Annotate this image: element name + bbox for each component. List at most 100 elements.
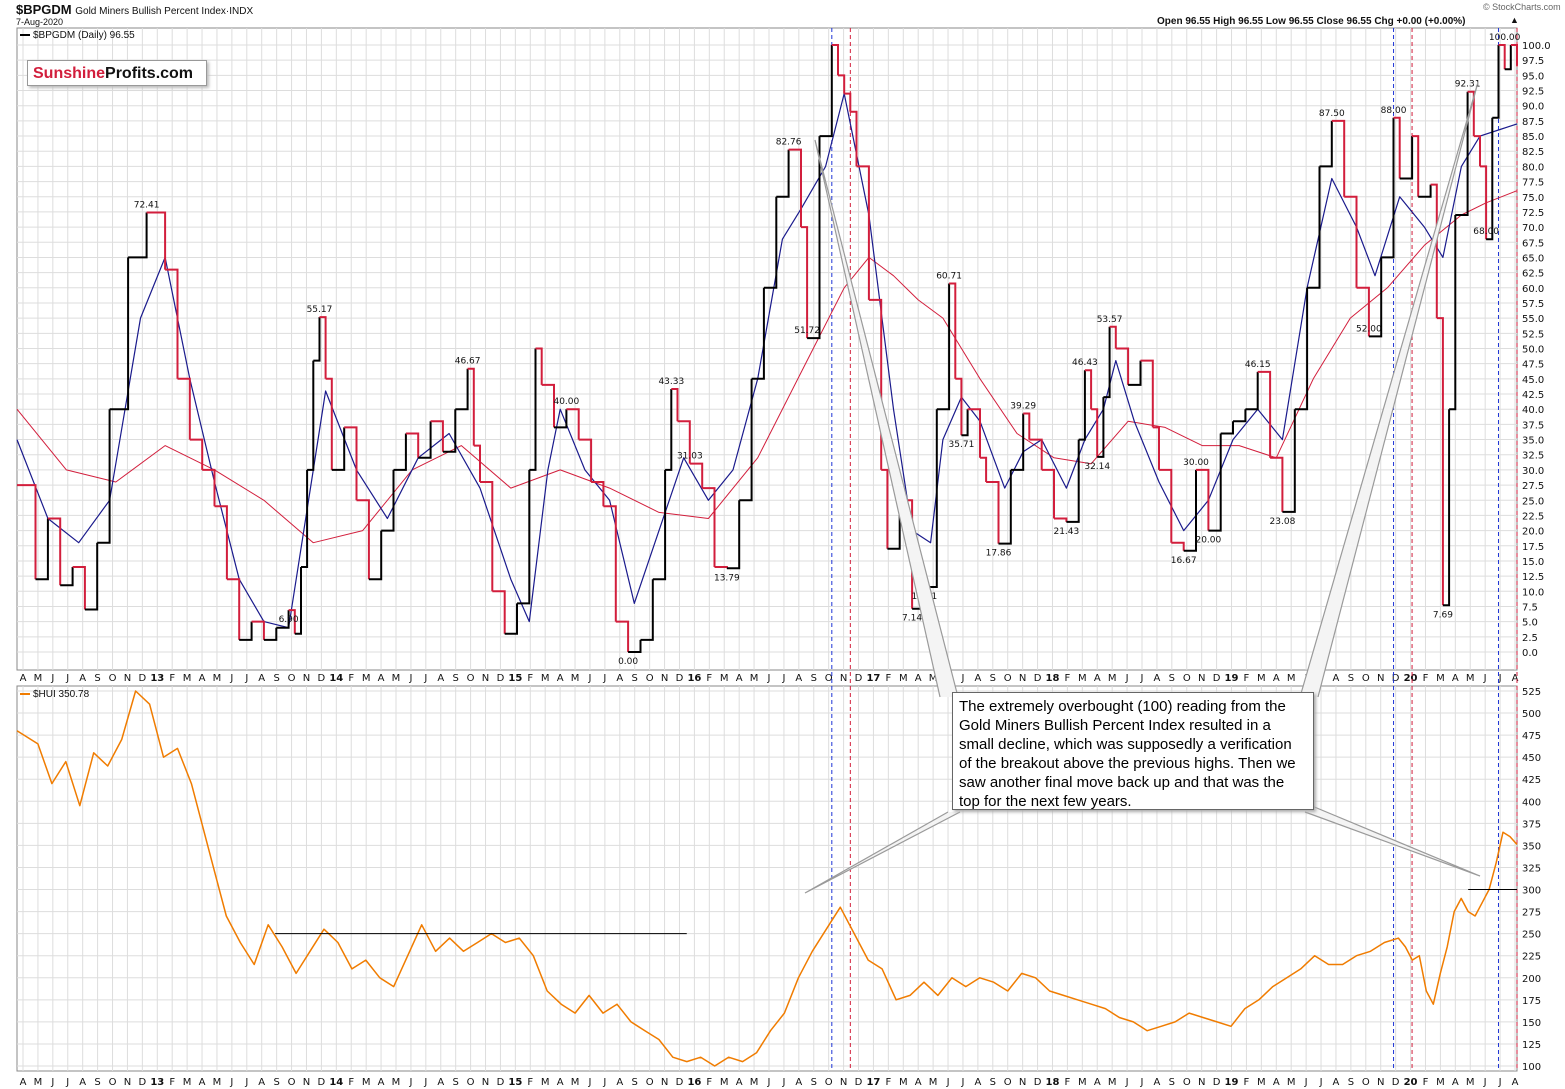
watermark: © StockCharts.com xyxy=(1483,2,1561,12)
bpgdm-segment xyxy=(1029,438,1043,470)
x-tick-label-lower: 19 xyxy=(1225,1077,1239,1088)
value-annotation: 23.08 xyxy=(1270,517,1296,527)
legend-swatch-icon xyxy=(20,34,30,37)
bpgdm-segment xyxy=(578,438,593,482)
x-tick-label-lower: D xyxy=(318,1077,326,1088)
x-tick-label-upper: N xyxy=(1019,673,1026,684)
x-tick-label-lower: O xyxy=(288,1077,296,1088)
x-tick-label-upper: 13 xyxy=(150,673,164,684)
bpgdm-segment xyxy=(1492,45,1500,119)
y-tick-label-lower: 375 xyxy=(1522,819,1541,830)
y-tick-label-upper: 40.0 xyxy=(1522,405,1544,416)
x-tick-label-lower: A xyxy=(974,1077,981,1088)
x-tick-label-upper: J xyxy=(1125,673,1129,684)
y-tick-label-upper: 90.0 xyxy=(1522,102,1544,113)
bpgdm-segment xyxy=(1257,370,1272,458)
x-tick-label-lower: O xyxy=(646,1077,654,1088)
x-tick-label-upper: S xyxy=(453,673,459,684)
value-annotation: 40.00 xyxy=(553,397,579,407)
bpgdm-segment xyxy=(1078,370,1086,441)
x-tick-label-lower: 13 xyxy=(150,1077,164,1088)
x-tick-label-upper: M xyxy=(362,673,371,684)
x-tick-label-lower: J xyxy=(65,1077,69,1088)
x-tick-label-upper: A xyxy=(1452,673,1459,684)
x-tick-label-lower: S xyxy=(1169,1077,1175,1088)
bpgdm-segment xyxy=(60,567,74,587)
bpgdm-segment xyxy=(1115,347,1130,385)
x-tick-label-lower: N xyxy=(1019,1077,1026,1088)
x-tick-label-upper: D xyxy=(1392,673,1400,684)
bpgdm-segment xyxy=(763,196,778,289)
y-tick-label-upper: 10.0 xyxy=(1522,587,1544,598)
value-annotation: 72.41 xyxy=(134,200,160,210)
bpgdm-segment xyxy=(1041,468,1055,519)
x-tick-label-lower: J xyxy=(1498,1077,1502,1088)
x-tick-label-upper: M xyxy=(750,673,759,684)
x-tick-label-lower: A xyxy=(1094,1077,1101,1088)
bpgdm-segment xyxy=(640,579,654,641)
x-tick-label-lower: N xyxy=(1377,1077,1384,1088)
x-tick-label-lower: 20 xyxy=(1404,1077,1418,1088)
x-tick-label-upper: M xyxy=(392,673,401,684)
x-tick-label-lower: M xyxy=(392,1077,401,1088)
y-tick-label-upper: 55.0 xyxy=(1522,314,1544,325)
x-tick-label-lower: 14 xyxy=(329,1077,343,1088)
x-tick-label-lower: A xyxy=(258,1077,265,1088)
x-tick-label-upper: D xyxy=(855,673,863,684)
bpgdm-segment xyxy=(146,211,167,270)
bpgdm-segment xyxy=(263,627,278,641)
x-tick-label-upper: A xyxy=(557,673,564,684)
x-tick-label-upper: J xyxy=(1140,673,1144,684)
y-tick-label-lower: 100 xyxy=(1522,1062,1541,1073)
bpgdm-segment xyxy=(1455,91,1469,216)
y-tick-label-upper: 2.5 xyxy=(1522,633,1538,644)
x-tick-label-upper: N xyxy=(840,673,847,684)
bpgdm-segment xyxy=(442,409,457,453)
x-tick-label-lower: M xyxy=(720,1077,729,1088)
x-tick-label-upper: N xyxy=(1377,673,1384,684)
value-annotation: 20.00 xyxy=(1195,536,1221,546)
x-tick-label-upper: A xyxy=(258,673,265,684)
x-tick-label-lower: F xyxy=(1423,1077,1429,1088)
collapse-arrow-icon[interactable]: ▲ xyxy=(1510,15,1519,25)
bpgdm-segment xyxy=(591,481,605,507)
bpgdm-segment xyxy=(751,287,765,380)
x-tick-label-lower: J xyxy=(781,1077,785,1088)
x-tick-label-lower: D xyxy=(1392,1077,1400,1088)
bpgdm-segment xyxy=(214,505,228,580)
x-tick-label-upper: J xyxy=(1498,673,1502,684)
x-tick-label-lower: S xyxy=(1348,1077,1354,1088)
x-tick-label-upper: S xyxy=(811,673,817,684)
x-tick-label-lower: N xyxy=(661,1077,668,1088)
y-tick-label-upper: 77.5 xyxy=(1522,178,1544,189)
x-tick-label-lower: A xyxy=(79,1077,86,1088)
x-tick-label-upper: M xyxy=(720,673,729,684)
x-tick-label-lower: J xyxy=(1125,1077,1129,1088)
bpgdm-segment xyxy=(838,74,846,94)
bpgdm-segment xyxy=(1344,195,1358,288)
bpgdm-segment xyxy=(1152,426,1160,470)
bpgdm-segment xyxy=(955,377,963,436)
x-tick-label-upper: J xyxy=(587,673,591,684)
x-tick-label-lower: M xyxy=(183,1077,192,1088)
bpgdm-segment xyxy=(1208,433,1222,532)
x-tick-label-upper: M xyxy=(1287,673,1296,684)
x-tick-label-lower: J xyxy=(960,1077,964,1088)
x-tick-label-lower: S xyxy=(632,1077,638,1088)
y-tick-label-lower: 400 xyxy=(1522,797,1541,808)
x-tick-label-upper: A xyxy=(616,673,623,684)
x-tick-label-upper: 20 xyxy=(1404,673,1418,684)
y-tick-label-upper: 37.5 xyxy=(1522,420,1544,431)
bpgdm-segment xyxy=(1196,468,1210,531)
x-tick-label-lower: S xyxy=(453,1077,459,1088)
bpgdm-segment xyxy=(1245,371,1259,411)
bpgdm-segment xyxy=(1331,119,1346,197)
x-tick-label-lower: A xyxy=(1153,1077,1160,1088)
x-tick-label-upper: F xyxy=(885,673,891,684)
x-tick-label-upper: F xyxy=(348,673,354,684)
x-tick-label-lower: A xyxy=(1512,1077,1519,1088)
x-tick-label-lower: S xyxy=(273,1077,279,1088)
y-tick-label-upper: 7.5 xyxy=(1522,602,1538,613)
x-tick-label-upper: M xyxy=(1466,673,1475,684)
x-tick-label-lower: M xyxy=(929,1077,938,1088)
